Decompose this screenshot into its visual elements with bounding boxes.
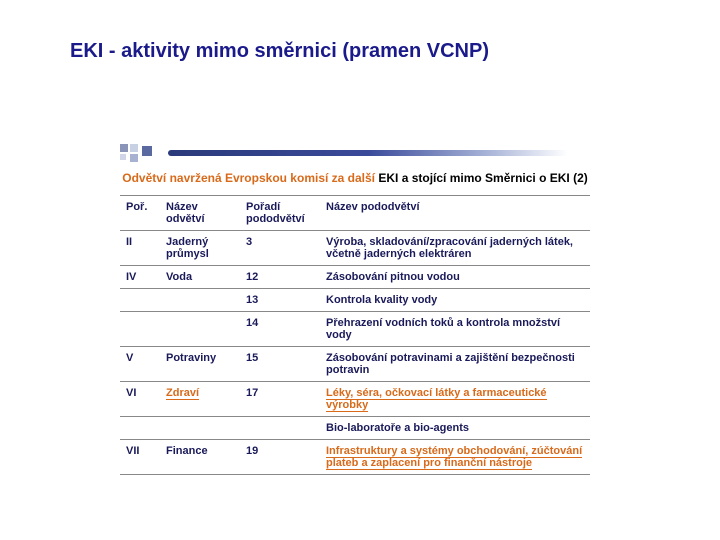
cell-odvetvi: [160, 288, 240, 311]
col-nazev: Název pododvětví: [320, 195, 590, 230]
table-title-orange: Odvětví navržená Evropskou komisí za dal…: [122, 171, 378, 185]
cell-por: [120, 288, 160, 311]
eki-table: Poř. Název odvětví Pořadí pododvětví Náz…: [120, 195, 590, 475]
cell-nazev: Výroba, skladování/zpracování jaderných …: [320, 230, 590, 265]
cell-odvetvi: Jaderný průmysl: [160, 230, 240, 265]
cell-por: VI: [120, 381, 160, 416]
decorative-line: [168, 150, 568, 156]
cell-odvetvi: Voda: [160, 265, 240, 288]
cell-por: [120, 416, 160, 439]
table-row: 13Kontrola kvality vody: [120, 288, 590, 311]
cell-nazev: Zásobování potravinami a zajištění bezpe…: [320, 346, 590, 381]
table-title: Odvětví navržená Evropskou komisí za dal…: [120, 170, 590, 187]
cell-odvetvi: [160, 311, 240, 346]
cell-poradi: 15: [240, 346, 320, 381]
table-row: VIZdraví17Léky, séra, očkovací látky a f…: [120, 381, 590, 416]
cell-odvetvi: Potraviny: [160, 346, 240, 381]
cell-poradi: 14: [240, 311, 320, 346]
cell-poradi: 17: [240, 381, 320, 416]
content-block: Odvětví navržená Evropskou komisí za dal…: [120, 170, 590, 475]
cell-nazev: Léky, séra, očkovací látky a farmaceutic…: [320, 381, 590, 416]
table-row: Bio-laboratoře a bio-agents: [120, 416, 590, 439]
cell-poradi: 19: [240, 439, 320, 474]
cell-odvetvi: [160, 416, 240, 439]
table-row: VIIFinance19Infrastruktury a systémy obc…: [120, 439, 590, 474]
decorative-dots: [120, 144, 164, 160]
cell-nazev: Zásobování pitnou vodou: [320, 265, 590, 288]
cell-por: V: [120, 346, 160, 381]
cell-odvetvi: Zdraví: [160, 381, 240, 416]
col-odvetvi: Název odvětví: [160, 195, 240, 230]
cell-nazev: Přehrazení vodních toků a kontrola množs…: [320, 311, 590, 346]
cell-nazev: Kontrola kvality vody: [320, 288, 590, 311]
table-header-row: Poř. Název odvětví Pořadí pododvětví Náz…: [120, 195, 590, 230]
cell-nazev: Bio-laboratoře a bio-agents: [320, 416, 590, 439]
table-row: IIJaderný průmysl3Výroba, skladování/zpr…: [120, 230, 590, 265]
cell-por: II: [120, 230, 160, 265]
cell-poradi: 13: [240, 288, 320, 311]
cell-nazev: Infrastruktury a systémy obchodování, zú…: [320, 439, 590, 474]
cell-poradi: 3: [240, 230, 320, 265]
table-row: VPotraviny15Zásobování potravinami a zaj…: [120, 346, 590, 381]
col-poradi: Pořadí pododvětví: [240, 195, 320, 230]
decorative-bar: [120, 140, 570, 162]
table-title-black: EKI a stojící mimo Směrnici o EKI (2): [378, 171, 587, 185]
cell-poradi: [240, 416, 320, 439]
col-por: Poř.: [120, 195, 160, 230]
cell-por: VII: [120, 439, 160, 474]
cell-odvetvi: Finance: [160, 439, 240, 474]
table-row: 14Přehrazení vodních toků a kontrola mno…: [120, 311, 590, 346]
page-title: EKI - aktivity mimo směrnici (pramen VCN…: [70, 40, 489, 63]
cell-por: [120, 311, 160, 346]
table-row: IVVoda12Zásobování pitnou vodou: [120, 265, 590, 288]
cell-poradi: 12: [240, 265, 320, 288]
cell-por: IV: [120, 265, 160, 288]
